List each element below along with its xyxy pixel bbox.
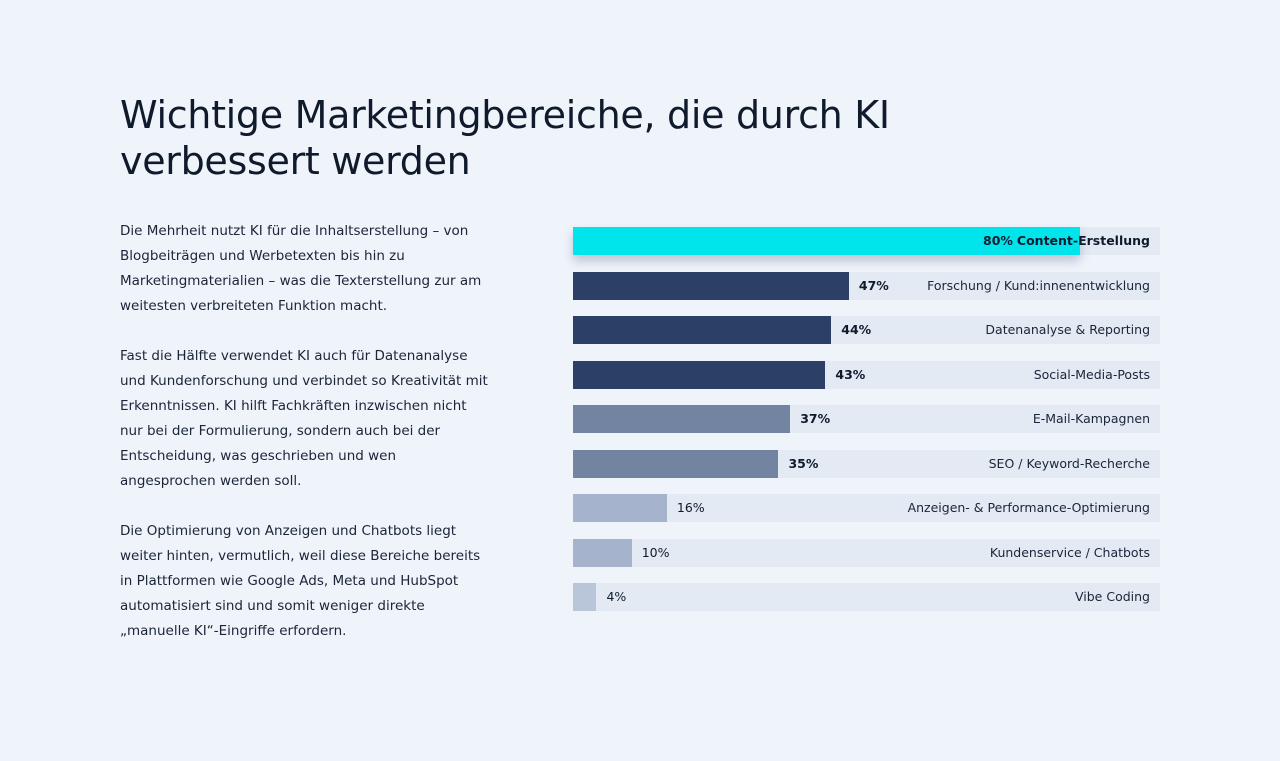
chart-row: 37% E-Mail-Kampagnen [573,405,1160,433]
chart-row: 35% SEO / Keyword-Recherche [573,449,1160,478]
bar [573,316,832,344]
chart-row: 16% Anzeigen- & Performance-Optimierung [573,494,1160,522]
category-label: E-Mail-Kampagnen [1032,411,1150,426]
value-label: 44% [841,322,872,337]
chart-row: 44% Datenanalyse & Reporting [573,316,1160,344]
paragraph: Fast die Hälfte verwendet KI auch für Da… [120,348,488,489]
value-label: 47% [858,277,889,293]
category-label: Vibe Coding [1075,589,1150,604]
bar [573,538,632,567]
value-label: 10% [641,544,670,560]
category-label: Datenanalyse & Reporting [985,322,1150,337]
chart-row: 43% Social-Media-Posts [573,360,1160,389]
value-label: 35% [788,455,819,471]
category-label: Anzeigen- & Performance-Optimierung [907,500,1150,515]
value-label: 43% [835,366,866,382]
bar [573,449,779,478]
category-label: Social-Media-Posts [1033,366,1150,382]
chart-row: 80% Content-Erstellung [573,227,1160,255]
category-label: Forschung / Kund:innenentwicklung [927,277,1150,293]
chart-row: 4% Vibe Coding [573,583,1160,611]
bar [573,227,1080,255]
chart-row: 47% Forschung / Kund:innenentwicklung [573,271,1160,300]
value-label: 37% [800,411,831,426]
value-label: 16% [676,500,705,515]
chart-row: 10% Kundenservice / Chatbots [573,538,1160,567]
category-label: SEO / Keyword-Recherche [988,455,1150,471]
page-title: Wichtige Marketingbereiche, die durch KI… [120,93,890,183]
paragraph: Die Mehrheit nutzt KI für die Inhaltsers… [120,223,482,314]
bar [573,583,597,611]
bar [573,494,667,522]
value-label: 80% [983,233,1013,248]
description: Die Mehrheit nutzt KI für die Inhaltsers… [120,219,490,669]
value-label: 4% [606,589,627,604]
bar [573,405,791,433]
paragraph: Die Optimierung von Anzeigen und Chatbot… [120,523,481,639]
bar [573,271,849,300]
category-label: Content-Erstellung [1016,233,1150,248]
category-label: Kundenservice / Chatbots [989,544,1150,560]
bar-chart: 80% Content-Erstellung 47% Forschung / Kund… [573,227,1160,628]
bar [573,360,826,389]
